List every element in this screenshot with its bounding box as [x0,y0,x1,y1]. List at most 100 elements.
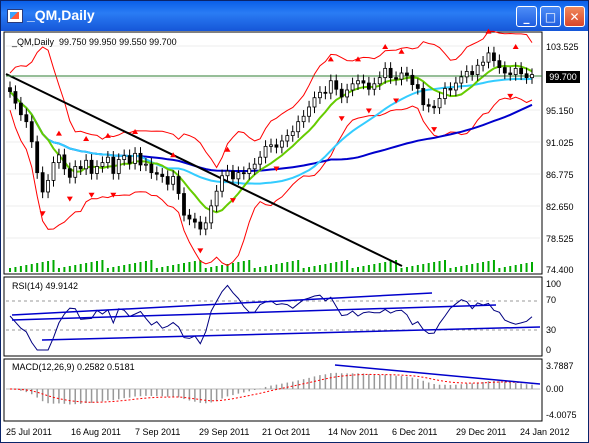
candle-body [356,80,360,85]
candle-body [279,140,284,148]
trend-line[interactable] [5,73,403,267]
candle-body [301,115,306,123]
candle-body [203,222,208,230]
candle-body [176,176,181,194]
candle-body [24,114,29,123]
candle-body [73,166,78,178]
y-tick-macd: 3.7887 [546,361,574,371]
candle-body [492,52,496,62]
rsi-trend-lower[interactable] [41,326,541,341]
candle-body [144,163,148,166]
candle-body [323,91,328,94]
candle-body [13,91,18,104]
y-tick-rsi: 0 [546,345,552,355]
candle-body [475,64,480,75]
y-tick-rsi: 30 [546,325,557,335]
candle-body [192,218,197,223]
y-tick-price: 78.525 [546,234,574,244]
fractal-down-arrow [273,166,280,172]
macd-legend: MACD(12,26,9) 0.2582 0.5181 [12,362,135,372]
candle-body [372,83,377,90]
candle-body [405,72,409,76]
candle-body [464,71,469,78]
candle-body [285,135,290,142]
y-tick-rsi: 70 [546,295,557,305]
x-tick-date: 16 Aug 2011 [71,427,121,437]
candle-body [95,166,99,174]
maximize-button[interactable]: □ [540,6,561,27]
window-title: _QM,Daily [27,7,95,23]
candle-body [339,88,344,98]
close-button[interactable]: ✕ [564,6,585,27]
fractal-up-arrow [512,44,519,50]
macd-panel-frame [3,358,543,422]
candle-body [274,144,279,148]
candle-body [241,172,246,175]
candle-body [437,98,442,109]
candle-body [220,175,224,192]
candle-body [8,87,12,92]
candle-body [133,152,137,164]
candle-body [57,154,61,164]
candle-body [448,88,453,91]
price-grid [6,45,540,239]
fractal-down-arrow [393,98,400,104]
candle-body [415,84,420,89]
candle-body [524,73,529,79]
fractal-up-arrow [398,48,405,54]
candle-body [312,97,317,108]
candle-body [432,105,437,109]
candle-body [481,61,485,66]
candle-body [209,205,214,224]
candle-body [361,80,366,84]
candle-body [122,155,127,160]
fractal-down-arrow [338,116,345,122]
fractal-up-arrow [327,56,334,62]
y-tick-price: 86.775 [546,170,574,180]
candle-body [345,89,350,98]
candle-body [508,72,513,75]
y-tick-price: 91.025 [546,138,574,148]
candle-body [231,170,235,180]
candle-body [388,67,393,79]
candle-body [247,168,252,174]
candle-body [410,74,415,85]
y-tick-macd: -4.0075 [546,410,577,420]
minimize-button[interactable]: _ [516,6,537,27]
candle-body [513,67,518,75]
candle-body [105,156,110,164]
x-tick-date: 29 Dec 2011 [456,427,507,437]
x-tick-date: 29 Sep 2011 [199,427,250,437]
candle-body [399,72,404,80]
y-tick-price: 103.525 [546,42,579,52]
candle-body [78,166,83,170]
candle-body [453,82,458,91]
candle-body [383,67,388,79]
candle-body [252,163,257,170]
candle-body [459,76,464,84]
y-tick-price: 82.650 [546,202,574,212]
candle-body [160,173,165,177]
candle-body [236,172,241,180]
rsi-trend-middle[interactable] [11,304,497,321]
fractal-down-arrow [66,196,73,202]
rsi-trend-upper[interactable] [11,292,433,316]
candle-body [127,155,132,164]
candle-body [149,163,154,174]
candle-body [296,121,301,133]
candle-body [350,83,355,91]
y-tick-rsi: 100 [546,279,562,289]
x-tick-date: 7 Sep 2011 [135,427,181,437]
macd-trend-line[interactable] [334,364,541,385]
price-candles [8,46,534,236]
candle-body [100,162,105,167]
candle-body [328,80,333,94]
title-bar[interactable]: _QM,Daily _ □ ✕ [1,1,588,31]
fractal-up-arrow [55,130,62,136]
candle-body [290,131,295,136]
candle-body [62,154,67,170]
candle-body [182,193,186,216]
candle-body [40,172,45,193]
candle-body [225,170,230,177]
